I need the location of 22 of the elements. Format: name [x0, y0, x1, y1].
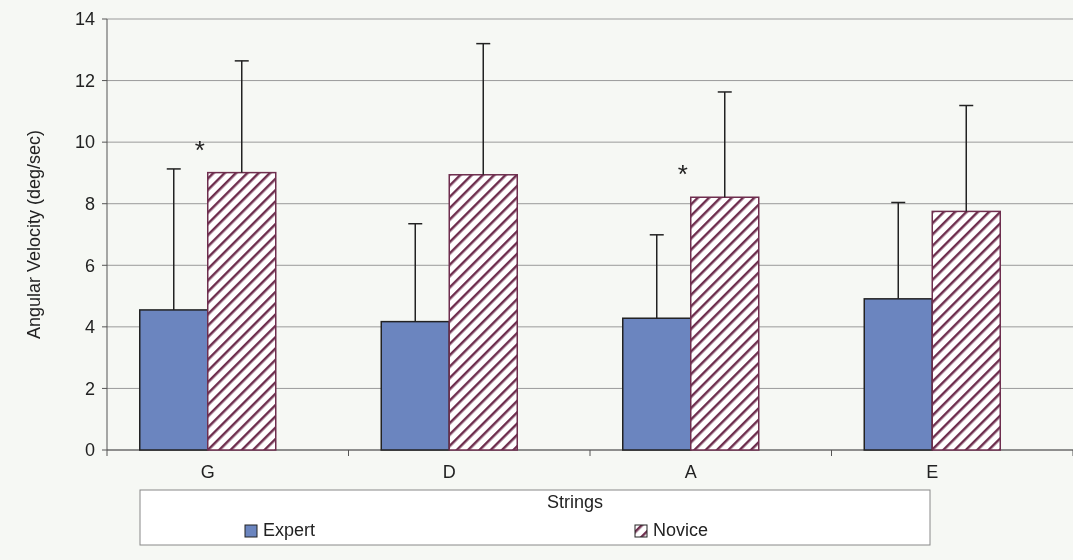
x-axis-title: Strings	[546, 492, 604, 512]
y-tick-label: 6	[84, 255, 95, 276]
bar	[207, 171, 277, 451]
legend-label: Novice	[653, 520, 709, 540]
x-tick-label: E	[926, 462, 939, 482]
legend-label: Expert	[263, 520, 316, 540]
x-tick-label: G	[200, 462, 215, 482]
annotation: *	[194, 134, 205, 165]
y-axis-title: Angular Velocity (deg/sec)	[24, 129, 44, 340]
y-tick-label: 10	[74, 132, 95, 153]
bar	[448, 174, 518, 451]
annotation: *	[677, 159, 688, 190]
bar	[931, 210, 1001, 451]
y-tick-label: 8	[84, 194, 95, 215]
y-tick-label: 0	[84, 440, 95, 461]
y-tick-label: 12	[74, 70, 95, 91]
y-tick-label: 2	[84, 378, 95, 399]
x-tick-label: A	[684, 462, 697, 482]
bar	[690, 196, 760, 451]
y-tick-label: 14	[74, 9, 95, 30]
y-tick-label: 4	[84, 317, 95, 338]
x-tick-label: D	[442, 462, 456, 482]
